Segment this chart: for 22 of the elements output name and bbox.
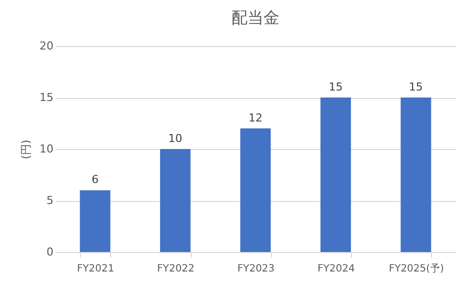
- x-tick-label: FY2022: [157, 264, 194, 274]
- x-tick-label: FY2024: [318, 264, 355, 274]
- data-label: 15: [408, 80, 423, 94]
- bar: [80, 190, 110, 252]
- x-tick-label: FY2023: [237, 264, 275, 274]
- y-tick-label: 10: [40, 142, 54, 156]
- data-label: 6: [92, 173, 99, 186]
- bar: [400, 98, 432, 252]
- x-tick-label: FY2021: [76, 264, 114, 274]
- bar: [240, 128, 271, 252]
- chart-title: 配当金: [232, 8, 280, 27]
- x-tick-label: FY2025(予): [388, 264, 444, 274]
- data-label: 15: [328, 80, 343, 94]
- data-label: 12: [248, 111, 262, 124]
- y-tick-label: 5: [46, 194, 54, 207]
- y-tick-label: 20: [40, 40, 54, 52]
- y-axis-title: (円): [20, 140, 33, 160]
- bar: [320, 98, 351, 252]
- y-tick-label: 15: [40, 91, 54, 104]
- y-tick-label: 0: [46, 246, 54, 258]
- data-label: 10: [168, 132, 182, 145]
- bar: [160, 149, 191, 252]
